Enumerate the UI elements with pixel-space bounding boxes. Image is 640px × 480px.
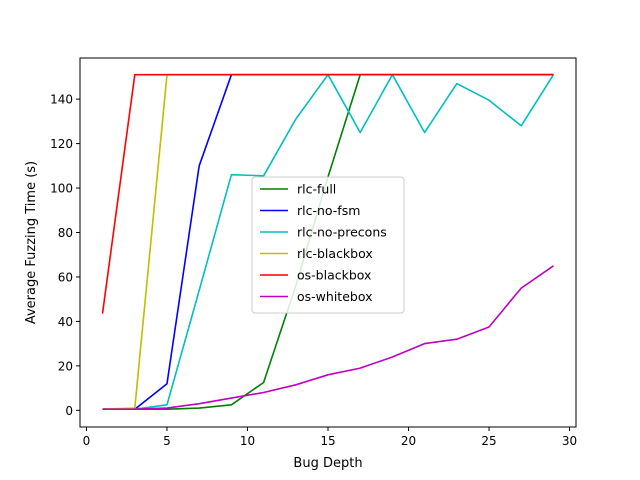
x-tick-label: 10 <box>240 434 255 448</box>
series-line-os-whitebox <box>102 265 554 411</box>
x-axis-ticks: 0 5 10 15 20 25 30 <box>83 427 577 448</box>
x-tick-label: 30 <box>562 434 577 448</box>
series-line-os-blackbox <box>101 73 554 314</box>
legend-label: os-blackbox <box>297 268 371 283</box>
x-axis-label: Bug Depth <box>293 456 362 471</box>
x-tick-label: 20 <box>401 434 416 448</box>
y-tick-label: 20 <box>58 359 73 373</box>
y-tick-label: 0 <box>65 404 73 418</box>
y-tick-label: 120 <box>50 137 73 151</box>
y-tick-label: 60 <box>58 270 73 284</box>
legend-label: rlc-no-fsm <box>297 203 360 218</box>
x-tick-label: 0 <box>83 434 91 448</box>
legend-label: rlc-no-precons <box>297 225 387 240</box>
legend-label: rlc-blackbox <box>297 246 373 261</box>
y-tick-label: 80 <box>58 226 73 240</box>
legend-label: os-whitebox <box>297 289 372 304</box>
legend: rlc-full rlc-no-fsm rlc-no-precons rlc-blac… <box>251 176 405 314</box>
y-tick-label: 100 <box>50 182 73 196</box>
x-tick-label: 15 <box>320 434 335 448</box>
y-axis-ticks: 0 20 40 60 80 100 120 140 <box>50 93 80 418</box>
legend-label: rlc-full <box>297 182 336 197</box>
x-tick-label: 5 <box>163 434 171 448</box>
y-axis-label: Average Fuzzing Time (s) <box>24 161 39 324</box>
y-tick-label: 140 <box>50 93 73 107</box>
x-tick-label: 25 <box>481 434 496 448</box>
legend-box <box>251 176 405 314</box>
series-lines <box>101 73 555 411</box>
y-tick-label: 40 <box>58 315 73 329</box>
